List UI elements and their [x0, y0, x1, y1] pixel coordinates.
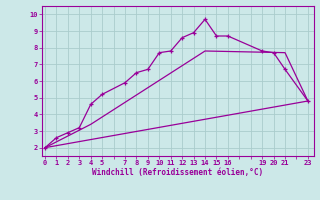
- X-axis label: Windchill (Refroidissement éolien,°C): Windchill (Refroidissement éolien,°C): [92, 168, 263, 177]
